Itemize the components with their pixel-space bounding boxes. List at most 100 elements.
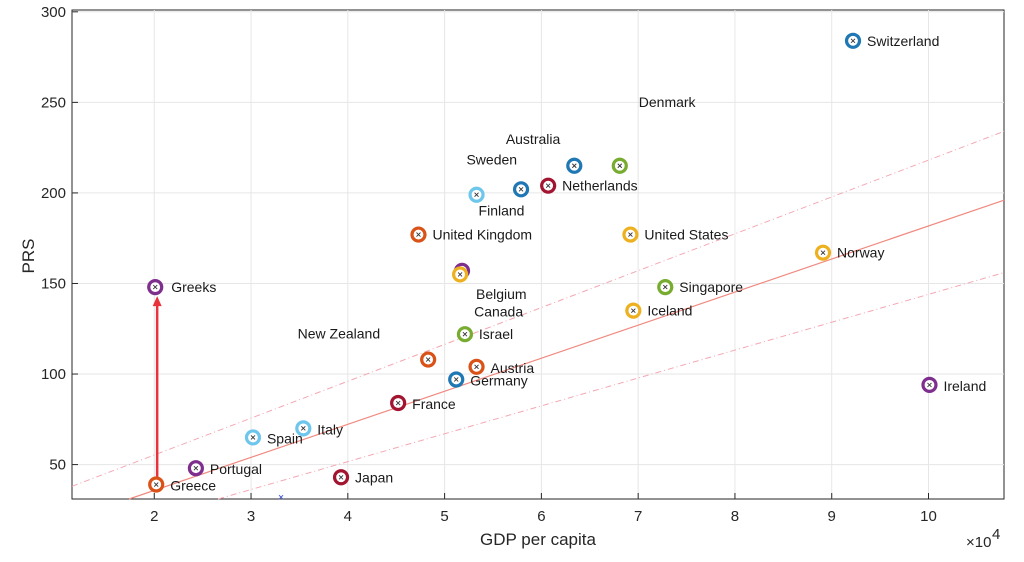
data-point-cross [820, 250, 826, 256]
data-point-cross [927, 382, 932, 388]
data-point-france [390, 394, 407, 412]
data-point-finland [468, 186, 485, 203]
point-label-japan: Japan [355, 469, 393, 485]
data-point-cross [518, 186, 524, 192]
data-point-germany [448, 371, 465, 388]
data-point-united-kingdom [410, 226, 427, 243]
x-tick-label: 4 [344, 508, 352, 525]
y-tick-label: 100 [41, 366, 66, 383]
data-point-canada [451, 266, 469, 283]
data-point-cross [462, 331, 468, 337]
x-tick-label: 6 [537, 508, 545, 525]
data-point-cross [571, 163, 577, 169]
data-point-netherlands [540, 177, 557, 194]
y-tick-labels: 50 100 150 200 250 300 [41, 4, 66, 474]
regression-line [128, 199, 1005, 500]
point-label-greece: Greece [170, 478, 216, 494]
data-point-israel [456, 326, 474, 343]
data-point-australia [566, 157, 583, 174]
upper-confidence-band [71, 130, 1005, 487]
data-point-united-states [622, 226, 639, 243]
point-label-netherlands: Netherlands [562, 178, 638, 194]
confidence-bands [71, 130, 1005, 500]
point-label-iceland: Iceland [647, 303, 692, 319]
data-point-sweden [512, 181, 530, 198]
x-tick-label: 7 [634, 508, 642, 525]
point-label-spain: Spain [267, 430, 303, 446]
y-tick-label: 250 [41, 94, 66, 111]
data-point-norway [814, 244, 832, 261]
y-tick-label: 150 [41, 275, 66, 292]
stray-x-marker [278, 494, 284, 500]
point-label-norway: Norway [837, 245, 884, 261]
point-label-belgium: Belgium [476, 286, 527, 302]
point-labels: Switzerland Australia Denmark Sweden Netherl… [170, 33, 986, 494]
data-point-austria [468, 358, 485, 375]
data-point-spain [244, 429, 262, 446]
point-label-singapore: Singapore [679, 279, 743, 295]
point-label-greeks: Greeks [171, 279, 216, 295]
arrow-group [152, 296, 162, 481]
x-tick-label: 5 [440, 508, 448, 525]
data-point-cross [474, 364, 479, 370]
data-point-cross [457, 272, 463, 277]
data-point-cross [425, 357, 431, 362]
point-label-germany: Germany [470, 372, 528, 388]
data-point-cross [395, 400, 401, 406]
data-point-cross [153, 482, 159, 487]
y-tick-label: 300 [41, 4, 66, 21]
data-point-italy [295, 420, 312, 437]
data-point-cross [416, 232, 421, 237]
data-point-greece [148, 476, 165, 493]
data-point-cross [453, 377, 459, 382]
point-label-sweden: Sweden [466, 151, 517, 167]
x-multiplier-exponent: 4 [992, 526, 1000, 543]
point-label-finland: Finland [479, 203, 525, 219]
point-label-united-states: United States [644, 227, 728, 243]
data-point-singapore [657, 279, 674, 296]
point-label-france: France [412, 396, 456, 412]
point-label-australia: Australia [506, 131, 561, 147]
y-tick-label: 50 [49, 457, 66, 474]
gridlines [72, 10, 1004, 499]
data-point-portugal [187, 460, 204, 477]
arrow-head [152, 296, 162, 307]
x-tick-labels: 2 3 4 5 6 7 8 9 10 [150, 508, 937, 525]
data-point-switzerland [844, 32, 862, 49]
point-label-canada: Canada [474, 303, 523, 319]
point-label-portugal: Portugal [210, 461, 262, 477]
data-point-cross [193, 465, 199, 471]
x-tick-label: 9 [828, 508, 836, 525]
point-label-new-zealand: New Zealand [298, 326, 381, 342]
fit-line-group [128, 199, 1005, 500]
data-point-cross [617, 163, 623, 169]
data-point-cross [628, 232, 633, 237]
data-point-cross [338, 474, 344, 480]
data-point-cross [631, 308, 636, 313]
data-point-cross [250, 435, 256, 440]
data-point-cross [850, 38, 856, 44]
x-tick-label: 2 [150, 508, 158, 525]
data-point-japan [332, 469, 350, 486]
x-axis-title: GDP per capita [480, 530, 596, 549]
point-label-denmark: Denmark [639, 94, 697, 110]
x-multiplier: ×10 [966, 534, 991, 551]
x-tick-label: 10 [920, 508, 937, 525]
x-tick-label: 8 [731, 508, 739, 525]
data-point-cross [545, 183, 551, 188]
point-label-israel: Israel [479, 326, 513, 342]
data-point-greeks [147, 279, 164, 296]
data-point-cross [152, 284, 158, 290]
point-label-italy: Italy [317, 421, 343, 437]
lower-confidence-band [218, 272, 1005, 500]
point-label-switzerland: Switzerland [867, 33, 939, 49]
point-label-austria: Austria [491, 360, 535, 376]
data-point-cross [474, 192, 479, 198]
point-label-ireland: Ireland [943, 378, 986, 394]
data-point-cross [662, 284, 668, 290]
data-point-ireland [921, 376, 938, 393]
data-point-iceland [625, 302, 642, 319]
data-point-cross [300, 426, 306, 431]
point-label-united-kingdom: United Kingdom [432, 227, 532, 243]
data-point-new-zealand [420, 351, 437, 368]
